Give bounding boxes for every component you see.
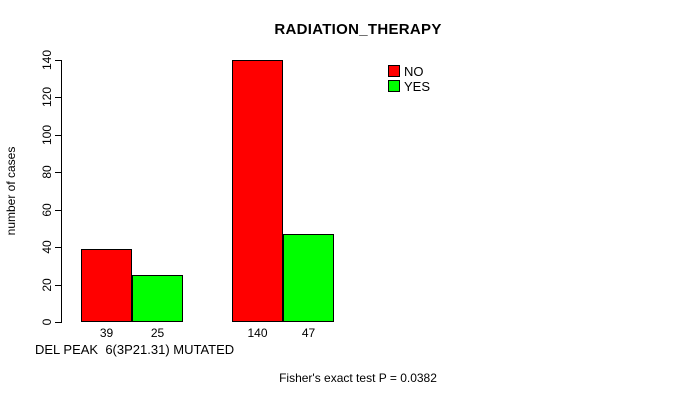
annotation-fisher-test: Fisher's exact test P = 0.0382 (279, 371, 437, 385)
chart-title: RADIATION_THERAPY (274, 21, 442, 38)
legend-swatch-no (388, 65, 400, 77)
legend-item-yes: YES (388, 79, 430, 93)
y-tick (55, 172, 61, 174)
y-tick-label: 20 (40, 277, 54, 292)
y-tick (55, 284, 61, 286)
y-tick (55, 209, 61, 211)
legend-item-no: NO (388, 64, 430, 78)
legend-label: YES (404, 78, 431, 94)
bar-value-label: 39 (99, 326, 114, 340)
bar-yes-group-2 (283, 234, 334, 322)
legend-swatch-yes (388, 80, 400, 92)
y-tick-label: 60 (40, 203, 54, 217)
y-tick-label: 80 (40, 165, 54, 179)
bar-value-label: 140 (247, 326, 268, 340)
legend-label: NO (404, 63, 424, 79)
y-axis-line (61, 60, 62, 323)
y-tick (55, 97, 61, 99)
bar-yes-group-1 (132, 275, 183, 322)
y-axis-label: number of cases (4, 146, 18, 236)
bar-value-label: 25 (150, 326, 165, 340)
y-tick (55, 247, 61, 249)
y-tick-label: 0 (40, 318, 54, 326)
y-tick-label: 120 (40, 87, 54, 108)
y-tick-label: 140 (40, 49, 54, 71)
y-tick (55, 134, 61, 136)
legend: NO YES (388, 64, 430, 94)
y-tick (55, 322, 61, 323)
y-tick (55, 60, 61, 61)
bar-value-label: 47 (301, 326, 316, 340)
y-tick-label: 40 (40, 240, 54, 254)
x-axis-label: DEL PEAK 6(3P21.31) MUTATED (35, 342, 235, 357)
bar-no-group-1 (81, 249, 132, 322)
bar-no-group-2 (232, 60, 283, 322)
y-tick-label: 100 (40, 124, 54, 145)
